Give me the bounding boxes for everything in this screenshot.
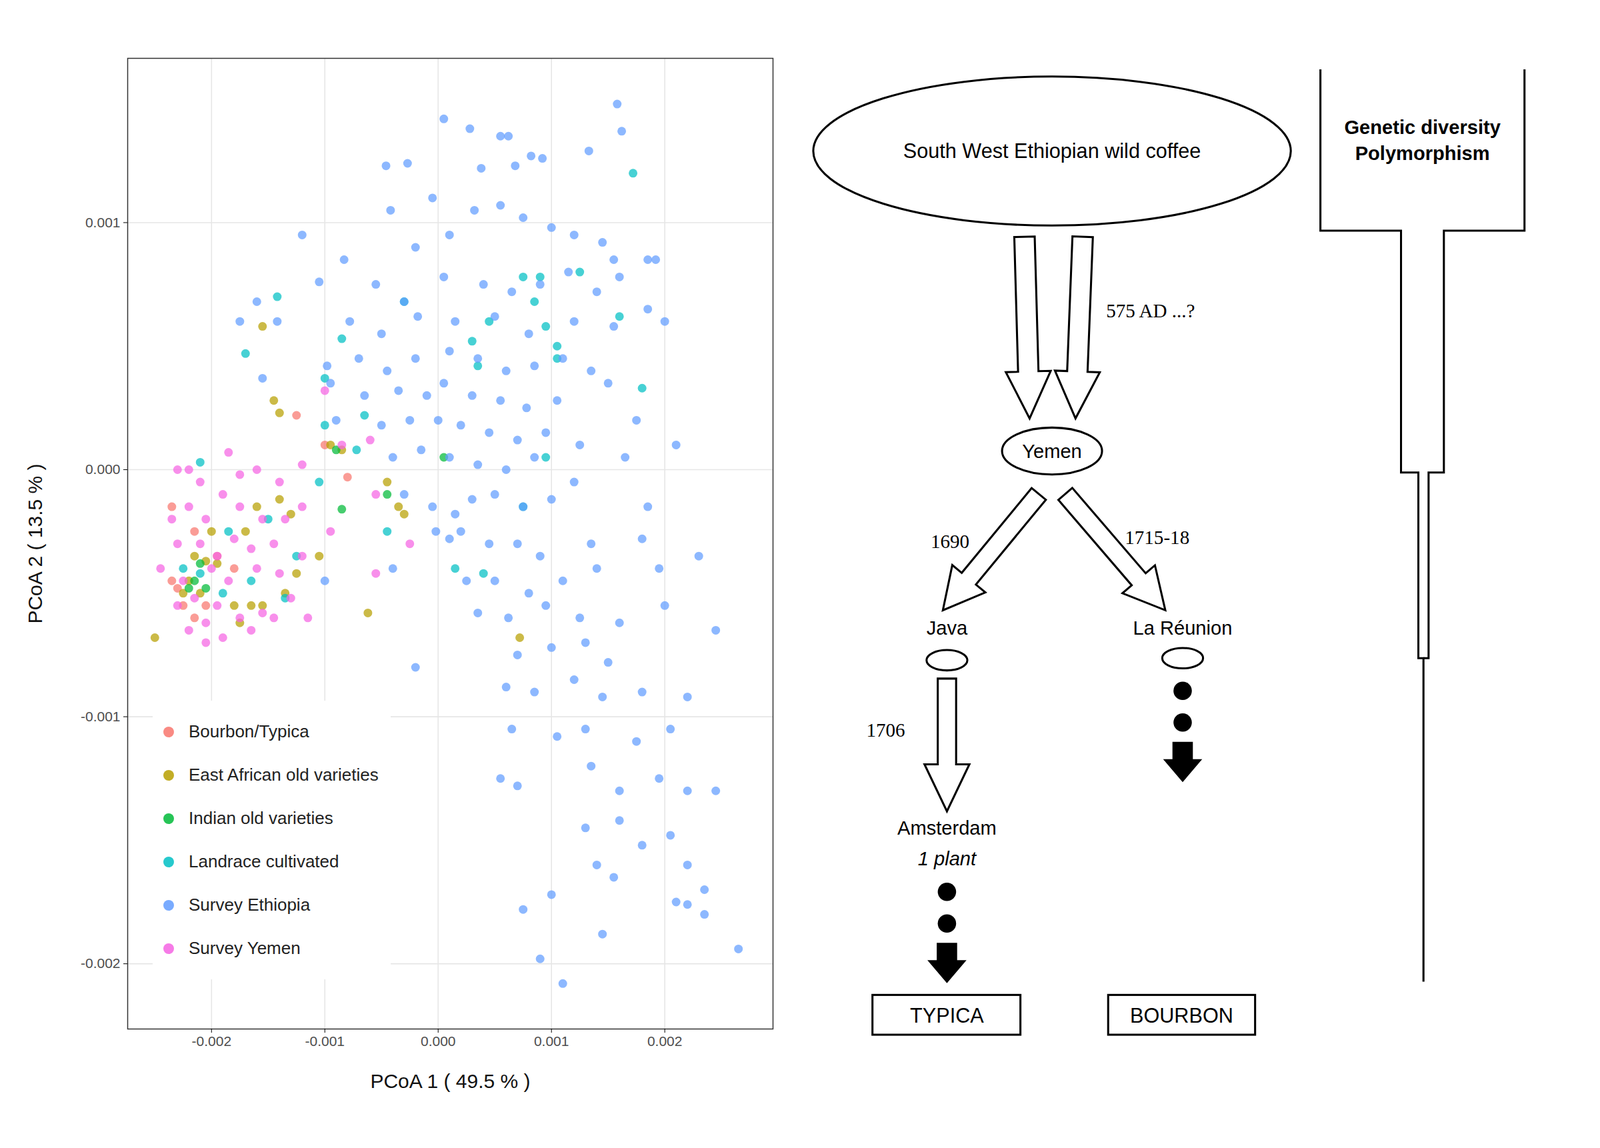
svg-text:575 AD ...?: 575 AD ...? [1106, 300, 1195, 322]
svg-text:-0.001: -0.001 [304, 1033, 345, 1049]
svg-text:Yemen: Yemen [1022, 440, 1082, 462]
svg-text:TYPICA: TYPICA [910, 1004, 984, 1027]
html-text:Bourbon/Typica: Bourbon/Typica [188, 721, 310, 742]
svg-text:1706: 1706 [866, 719, 905, 741]
svg-text:0.000: 0.000 [85, 461, 121, 477]
svg-text:-0.002: -0.002 [192, 1033, 232, 1049]
svg-text:La Réunion: La Réunion [1133, 617, 1233, 639]
html-text:Landrace cultivated: Landrace cultivated [188, 851, 339, 872]
svg-text:0.001: 0.001 [85, 214, 121, 230]
html-text:East African old varieties: East African old varieties [188, 764, 379, 785]
svg-text:0.000: 0.000 [420, 1033, 456, 1049]
svg-text:0.002: 0.002 [647, 1033, 683, 1049]
svg-text:1715-18: 1715-18 [1124, 526, 1190, 548]
svg-text:-0.001: -0.001 [80, 708, 121, 724]
svg-text:-0.002: -0.002 [80, 955, 121, 971]
svg-text:South West Ethiopian wild coff: South West Ethiopian wild coffee [903, 139, 1201, 163]
html-text:Survey Ethiopia: Survey Ethiopia [188, 894, 311, 915]
svg-text:Genetic diversity: Genetic diversity [1344, 116, 1502, 138]
svg-text:Polymorphism: Polymorphism [1355, 142, 1490, 164]
svg-text:1690: 1690 [930, 530, 970, 552]
svg-text:PCoA 2 ( 13.5 % ): PCoA 2 ( 13.5 % ) [24, 463, 46, 624]
svg-text:Amsterdam: Amsterdam [897, 817, 997, 839]
html-text:Survey Yemen: Survey Yemen [188, 938, 301, 958]
svg-text:PCoA 1 ( 49.5 % ): PCoA 1 ( 49.5 % ) [370, 1070, 530, 1092]
svg-text:BOURBON: BOURBON [1130, 1004, 1234, 1027]
svg-text:Java: Java [926, 617, 968, 639]
svg-text:0.001: 0.001 [534, 1033, 570, 1049]
svg-text:1 plant: 1 plant [918, 848, 978, 870]
html-text:Indian old varieties: Indian old varieties [188, 808, 334, 828]
